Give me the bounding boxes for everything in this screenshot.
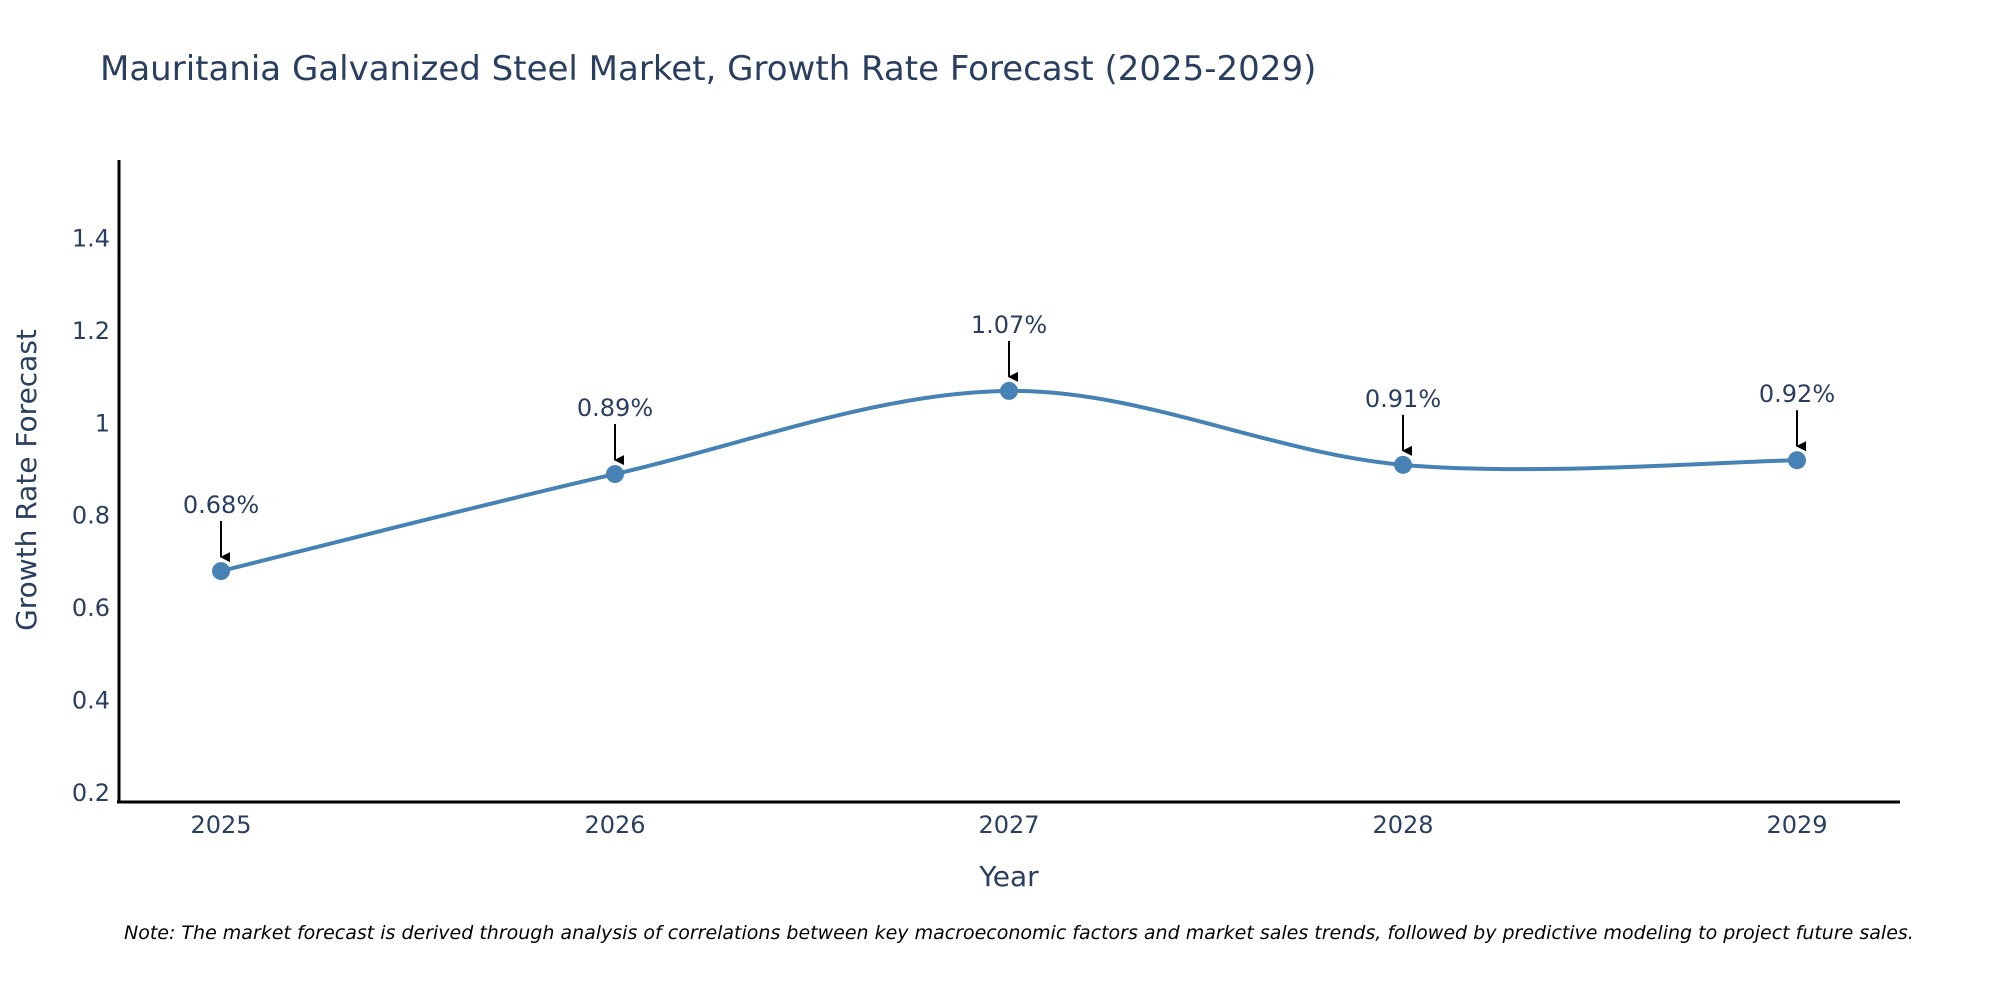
y-tick-label: 0.4 — [72, 686, 110, 714]
y-tick-label: 0.2 — [72, 779, 110, 807]
x-tick-label: 2025 — [190, 811, 251, 839]
y-tick-label: 0.6 — [72, 594, 110, 622]
data-point — [606, 465, 624, 484]
y-tick-label: 1.2 — [72, 317, 110, 345]
data-point — [1394, 455, 1412, 474]
x-tick-label: 2029 — [1766, 811, 1827, 839]
data-point — [212, 562, 230, 581]
x-tick-label: 2026 — [584, 811, 645, 839]
footnote: Note: The market forecast is derived thr… — [124, 922, 1914, 944]
data-annotations: 0.68% 0.89% 1.07% 0.91% 0.92% — [183, 311, 1835, 563]
y-tick-label: 1.4 — [72, 225, 110, 253]
series-line — [219, 388, 1799, 574]
x-tick-labels: 2025 2026 2027 2028 2029 — [190, 811, 1827, 839]
y-tick-labels: 0.2 0.4 0.6 0.8 1 1.2 1.4 — [72, 225, 110, 807]
data-point — [1000, 381, 1018, 400]
annotation-label: 0.68% — [183, 491, 259, 519]
x-tick-label: 2027 — [978, 811, 1039, 839]
chart-title: Mauritania Galvanized Steel Market, Grow… — [100, 49, 1316, 89]
data-point — [1788, 451, 1806, 470]
y-tick-label: 0.8 — [72, 502, 110, 530]
annotation-label: 0.89% — [577, 394, 653, 422]
data-points — [212, 381, 1806, 581]
y-tick-label: 1 — [95, 409, 110, 437]
x-axis-title: Year — [978, 860, 1039, 893]
y-axis-title: Growth Rate Forecast — [10, 329, 43, 631]
annotation-label: 0.91% — [1365, 385, 1441, 413]
annotation-label: 1.07% — [971, 311, 1047, 339]
x-tick-label: 2028 — [1372, 811, 1433, 839]
annotation-label: 0.92% — [1759, 380, 1835, 408]
